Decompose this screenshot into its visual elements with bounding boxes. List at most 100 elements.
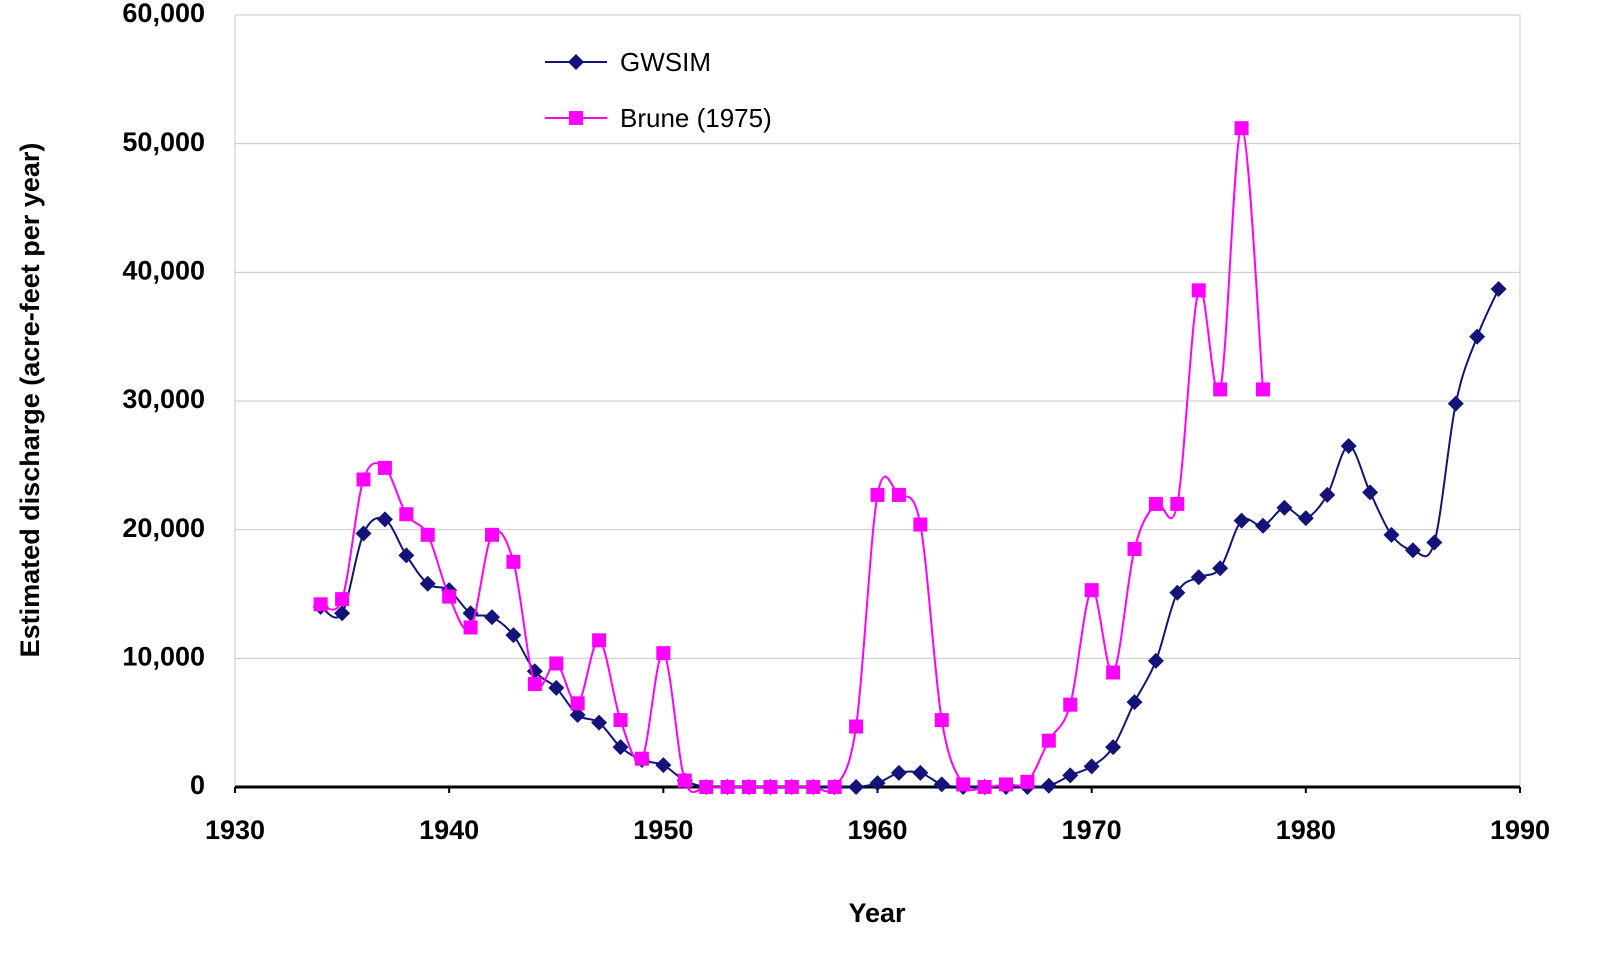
x-tick-label: 1970 xyxy=(1062,815,1122,845)
marker xyxy=(869,775,886,792)
marker xyxy=(463,620,478,635)
marker xyxy=(1490,281,1507,298)
y-tick-label: 20,000 xyxy=(122,513,205,543)
marker xyxy=(376,511,393,528)
marker xyxy=(1127,541,1142,556)
marker xyxy=(1041,733,1056,748)
marker xyxy=(505,627,522,644)
marker xyxy=(527,677,542,692)
marker xyxy=(1233,512,1250,529)
marker xyxy=(1426,534,1443,551)
y-tick-label: 30,000 xyxy=(122,384,205,414)
marker xyxy=(612,739,629,756)
marker xyxy=(1040,777,1057,794)
x-axis-title: Year xyxy=(848,898,906,928)
x-tick-label: 1980 xyxy=(1276,815,1336,845)
marker xyxy=(1190,569,1207,586)
marker xyxy=(1212,560,1229,577)
marker xyxy=(806,780,821,794)
marker xyxy=(1234,121,1249,136)
marker xyxy=(335,592,350,607)
marker xyxy=(1169,584,1186,601)
marker xyxy=(548,679,565,696)
marker xyxy=(377,460,392,475)
series-line xyxy=(320,127,1264,794)
marker xyxy=(1362,484,1379,501)
marker xyxy=(912,764,929,781)
marker xyxy=(827,780,842,794)
legend-marker xyxy=(568,54,584,70)
marker xyxy=(1404,542,1421,559)
marker xyxy=(569,706,586,723)
marker xyxy=(634,751,649,766)
marker xyxy=(784,780,799,794)
legend-marker xyxy=(569,111,583,125)
marker xyxy=(591,714,608,731)
marker xyxy=(1105,739,1122,756)
marker xyxy=(1297,510,1314,527)
marker xyxy=(848,779,865,795)
marker xyxy=(613,713,628,728)
marker xyxy=(1148,496,1163,511)
marker xyxy=(655,757,672,774)
marker xyxy=(1383,526,1400,543)
y-tick-label: 10,000 xyxy=(122,641,205,671)
marker xyxy=(1062,767,1079,784)
marker xyxy=(1126,694,1143,711)
marker xyxy=(1020,774,1035,789)
marker xyxy=(570,696,585,711)
marker xyxy=(420,527,435,542)
marker xyxy=(1084,583,1099,598)
marker xyxy=(398,547,415,564)
marker xyxy=(849,719,864,734)
marker xyxy=(399,507,414,522)
y-tick-label: 40,000 xyxy=(122,255,205,285)
marker xyxy=(677,773,692,788)
marker xyxy=(592,633,607,648)
marker xyxy=(506,554,521,569)
marker xyxy=(1191,283,1206,298)
marker xyxy=(1469,328,1486,345)
marker xyxy=(999,777,1013,792)
marker xyxy=(890,764,907,781)
x-tick-label: 1940 xyxy=(419,815,479,845)
marker xyxy=(1255,517,1271,534)
marker xyxy=(763,780,778,794)
y-tick-label: 60,000 xyxy=(122,0,205,28)
marker xyxy=(1213,382,1228,397)
marker xyxy=(742,780,756,794)
marker xyxy=(891,487,906,502)
y-tick-label: 50,000 xyxy=(122,127,205,157)
x-tick-label: 1960 xyxy=(847,815,907,845)
x-tick-label: 1990 xyxy=(1490,815,1550,845)
marker xyxy=(656,646,671,661)
x-tick-label: 1930 xyxy=(205,815,265,845)
marker xyxy=(1276,499,1293,516)
marker xyxy=(484,609,500,626)
y-tick-label: 0 xyxy=(190,770,205,800)
marker xyxy=(1063,697,1078,712)
marker xyxy=(870,487,885,502)
marker xyxy=(1083,758,1100,775)
legend-label: Brune (1975) xyxy=(620,103,772,133)
marker xyxy=(1319,486,1336,503)
marker xyxy=(549,656,564,671)
marker xyxy=(334,605,351,622)
marker xyxy=(313,597,328,612)
marker xyxy=(1170,496,1185,511)
marker xyxy=(956,777,971,792)
y-axis-title: Estimated discharge (acre-feet per year) xyxy=(15,143,45,658)
marker xyxy=(913,517,928,532)
marker xyxy=(485,527,499,542)
marker xyxy=(1340,438,1357,455)
marker xyxy=(1147,652,1164,669)
legend-label: GWSIM xyxy=(620,47,711,77)
marker xyxy=(977,780,992,794)
marker xyxy=(419,575,436,592)
marker xyxy=(699,780,714,794)
marker xyxy=(356,472,371,487)
marker xyxy=(934,713,949,728)
marker xyxy=(355,525,372,542)
marker xyxy=(442,589,457,604)
